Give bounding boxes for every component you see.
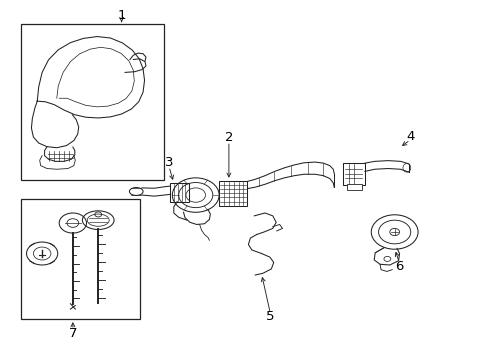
Text: 1: 1	[117, 9, 125, 22]
Text: 5: 5	[265, 310, 274, 324]
Text: 2: 2	[224, 131, 233, 144]
Bar	[346, 184, 361, 190]
Text: 7: 7	[68, 327, 77, 340]
Text: 4: 4	[405, 130, 414, 143]
Bar	[170, 183, 188, 202]
Text: 3: 3	[164, 156, 173, 169]
Bar	[21, 24, 163, 180]
Bar	[219, 181, 247, 206]
Bar	[21, 199, 140, 319]
Text: 6: 6	[395, 260, 403, 273]
Bar	[343, 163, 364, 185]
